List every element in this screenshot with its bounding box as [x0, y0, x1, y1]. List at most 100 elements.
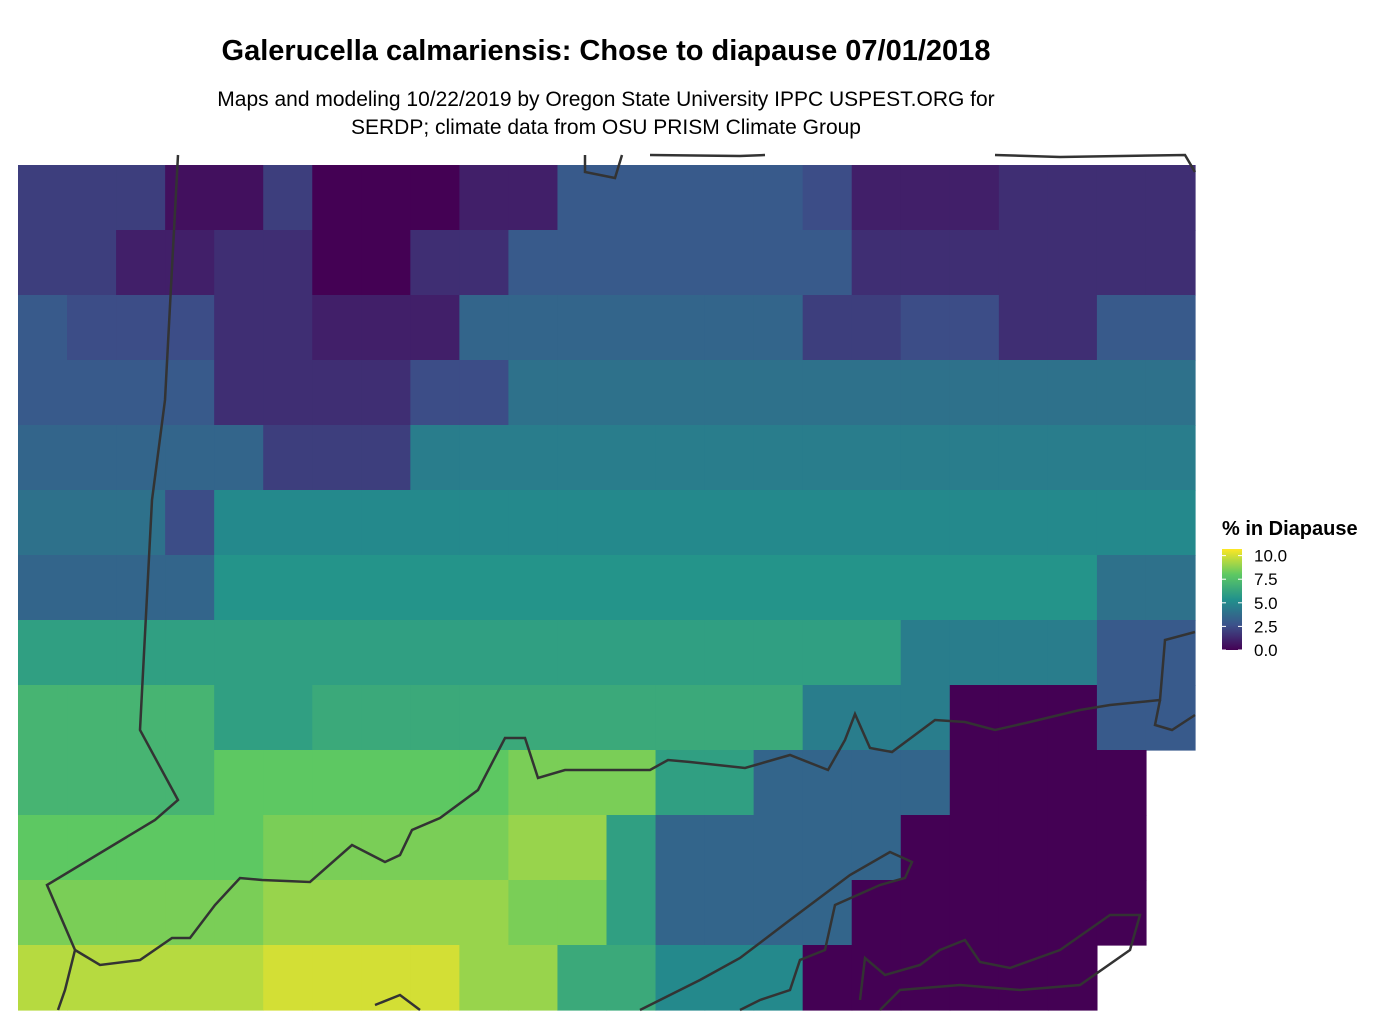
cell	[214, 945, 264, 1011]
cell	[508, 360, 559, 426]
cell	[312, 815, 362, 881]
cell	[410, 620, 460, 686]
cell	[116, 620, 166, 686]
cell	[1145, 360, 1196, 426]
cell	[116, 165, 166, 231]
cell	[410, 425, 460, 491]
cell	[18, 295, 68, 361]
cell	[410, 360, 460, 426]
cell	[900, 555, 951, 621]
cell	[18, 815, 68, 881]
cell	[263, 620, 313, 686]
cell	[1145, 165, 1196, 231]
cell	[18, 360, 68, 426]
cell	[704, 490, 755, 556]
cell	[998, 620, 1049, 686]
cell	[998, 425, 1049, 491]
cell	[263, 815, 313, 881]
cell	[655, 425, 706, 491]
cell	[1145, 490, 1196, 556]
cell	[704, 425, 755, 491]
cell	[1145, 425, 1196, 491]
cell	[1047, 165, 1098, 231]
cell	[704, 165, 755, 231]
cell	[312, 490, 362, 556]
cell	[18, 490, 68, 556]
cell	[1096, 165, 1147, 231]
cell	[1047, 360, 1098, 426]
cell	[214, 880, 264, 946]
cell	[459, 685, 510, 751]
cell	[459, 620, 510, 686]
cell	[1096, 360, 1147, 426]
cell	[214, 295, 264, 361]
cell	[410, 880, 460, 946]
cell	[165, 945, 215, 1011]
cell	[900, 750, 951, 816]
cell	[557, 360, 608, 426]
chart-title: Galerucella calmariensis: Chose to diapa…	[222, 35, 991, 67]
cell	[165, 620, 215, 686]
cell	[67, 360, 117, 426]
cell	[263, 230, 313, 296]
cell	[1145, 620, 1196, 686]
cell	[1096, 620, 1147, 686]
cell	[753, 815, 804, 881]
cell	[67, 555, 117, 621]
cell	[1047, 815, 1098, 881]
cell	[165, 295, 215, 361]
cell	[67, 490, 117, 556]
cell	[508, 425, 559, 491]
cell	[214, 555, 264, 621]
legend-tick-label: 10.0	[1254, 547, 1287, 566]
cell	[1047, 685, 1098, 751]
cell	[655, 945, 706, 1011]
cell	[655, 230, 706, 296]
cell	[459, 230, 510, 296]
cell	[704, 295, 755, 361]
cell	[214, 490, 264, 556]
cell	[753, 295, 804, 361]
cell	[459, 360, 510, 426]
cell	[606, 165, 657, 231]
cell	[1145, 555, 1196, 621]
cell	[1047, 490, 1098, 556]
cell	[361, 230, 411, 296]
cell	[67, 425, 117, 491]
cell	[67, 685, 117, 751]
cell	[998, 295, 1049, 361]
cell	[459, 750, 510, 816]
cell	[1047, 620, 1098, 686]
cell	[900, 425, 951, 491]
cell	[214, 815, 264, 881]
cell	[655, 815, 706, 881]
cell	[312, 685, 362, 751]
legend-tick-label: 7.5	[1254, 570, 1278, 589]
cell	[998, 945, 1049, 1011]
cell	[557, 425, 608, 491]
cell	[263, 490, 313, 556]
cell	[116, 750, 166, 816]
cell	[410, 945, 460, 1011]
cell	[1047, 880, 1098, 946]
cell	[753, 230, 804, 296]
cell	[998, 815, 1049, 881]
cell	[704, 685, 755, 751]
cell	[214, 165, 264, 231]
cell	[263, 295, 313, 361]
cell	[116, 815, 166, 881]
cell	[165, 880, 215, 946]
cell	[116, 945, 166, 1011]
cell	[802, 425, 853, 491]
cell	[459, 425, 510, 491]
cell	[900, 230, 951, 296]
cell	[410, 815, 460, 881]
cell	[655, 620, 706, 686]
cell	[116, 360, 166, 426]
cell	[900, 945, 951, 1011]
cell	[459, 295, 510, 361]
cell	[900, 490, 951, 556]
cell	[67, 750, 117, 816]
cell	[508, 815, 559, 881]
